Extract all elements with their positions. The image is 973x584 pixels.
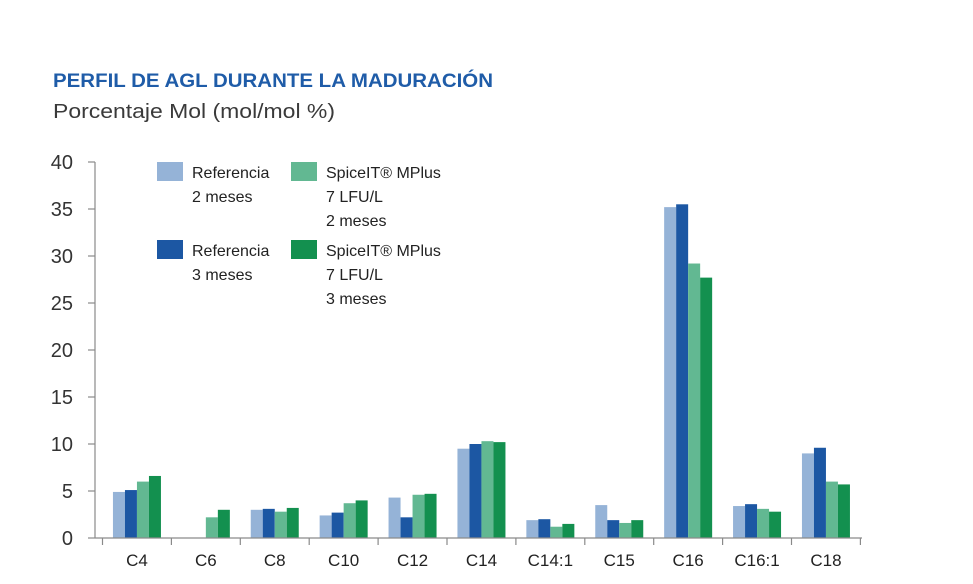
x-tick-label: C14 [466,551,497,570]
y-tick-label: 10 [51,434,73,456]
bar-series1-c14-1 [526,520,539,538]
y-tick-label: 40 [51,152,73,174]
bar-series1-c16-1 [733,506,746,538]
bar-series3-c14 [481,441,494,538]
bar-series1-c16 [664,207,677,538]
bar-series4-c12 [424,493,437,538]
bar-series1-c8 [250,509,263,538]
legend-swatch [291,162,317,181]
x-tick-label: C8 [264,551,286,570]
legend-item-referencia-2-meses: Referencia 2 meses [157,162,269,206]
bar-series3-c6 [205,517,218,538]
bar-series1-c10 [319,515,332,538]
legend: Referencia 2 meses Referencia 3 meses Sp… [157,162,441,308]
legend-item-spiceit-2-meses: SpiceIT® MPlus 7 LFU/L 2 meses [291,162,441,230]
bar-series2-c15 [607,520,620,538]
y-tick-label: 15 [51,387,73,409]
legend-label: Referencia [192,243,269,260]
bar-series4-c6 [217,509,230,538]
bar-series3-c8 [274,511,287,538]
bar-series3-c4 [136,481,149,538]
bar-series3-c16-1 [757,508,770,538]
bar-series1-c4 [112,491,125,538]
bar-series2-c16 [676,204,689,539]
bar-series2-c4 [124,490,137,538]
y-tick-label: 5 [62,481,73,503]
bar-series2-c16-1 [745,504,758,538]
bar-series2-c8 [262,508,275,538]
x-tick-label: C16:1 [734,551,779,570]
y-tick-label: 25 [51,293,73,315]
bar-series4-c15 [631,520,644,538]
bar-series2-c14-1 [538,519,551,538]
legend-label: Referencia [192,165,269,182]
bar-series4-c4 [148,475,161,538]
bar-series2-c14 [469,444,482,538]
y-tick-label: 20 [51,340,73,362]
bars-layer [112,204,850,539]
legend-label: 3 meses [192,267,252,284]
x-tick-label: C10 [328,551,359,570]
bar-series4-c14 [493,442,506,538]
bar-series4-c16-1 [769,511,782,538]
bar-series3-c10 [343,503,356,538]
bar-series3-c14-1 [550,526,563,538]
x-tick-label: C15 [604,551,635,570]
y-tick-label: 30 [51,246,73,268]
y-tick-label: 0 [62,528,73,550]
legend-label: 2 meses [192,189,252,206]
x-ticks: C4 C6 C8 C10 C12 C14 C14:1 C15 C16 C16:1 C18 [101,538,862,570]
bar-series3-c18 [825,481,838,538]
bar-series4-c14-1 [562,523,575,538]
legend-label: 7 LFU/L [326,189,383,206]
bar-series3-c16 [688,263,701,538]
legend-item-referencia-3-meses: Referencia 3 meses [157,240,269,284]
legend-swatch [157,162,183,181]
bar-series1-c18 [801,453,814,538]
bar-series4-c18 [837,484,850,538]
bar-series1-c12 [388,497,401,538]
bar-series2-c12 [400,517,413,538]
chart-subtitle: Porcentaje Mol (mol/mol %) [53,101,335,123]
x-tick-label: C14:1 [528,551,573,570]
legend-label: SpiceIT® MPlus [326,243,441,260]
x-tick-label: C18 [810,551,841,570]
bar-series4-c8 [286,507,299,538]
x-tick-label: C12 [397,551,428,570]
x-tick-label: C4 [126,551,148,570]
bar-series3-c12 [412,494,425,538]
bar-series3-c15 [619,522,632,538]
y-ticks: 0 5 10 15 20 25 30 35 40 [51,152,95,550]
legend-label: SpiceIT® MPlus [326,165,441,182]
legend-label: 3 meses [326,291,386,308]
bar-series2-c10 [331,512,344,538]
legend-swatch [291,240,317,259]
legend-item-spiceit-3-meses: SpiceIT® MPlus 7 LFU/L 3 meses [291,240,441,308]
bar-series1-c15 [595,505,608,538]
x-tick-label: C6 [195,551,217,570]
bar-series2-c18 [813,447,826,538]
bar-series4-c16 [700,277,713,538]
bar-series1-c14 [457,448,470,538]
legend-label: 2 meses [326,213,386,230]
legend-label: 7 LFU/L [326,267,383,284]
chart-title: PERFIL DE AGL DURANTE LA MADURACIÓN [53,70,493,92]
y-tick-label: 35 [51,199,73,221]
x-tick-label: C16 [673,551,704,570]
bar-series4-c10 [355,500,368,538]
legend-swatch [157,240,183,259]
